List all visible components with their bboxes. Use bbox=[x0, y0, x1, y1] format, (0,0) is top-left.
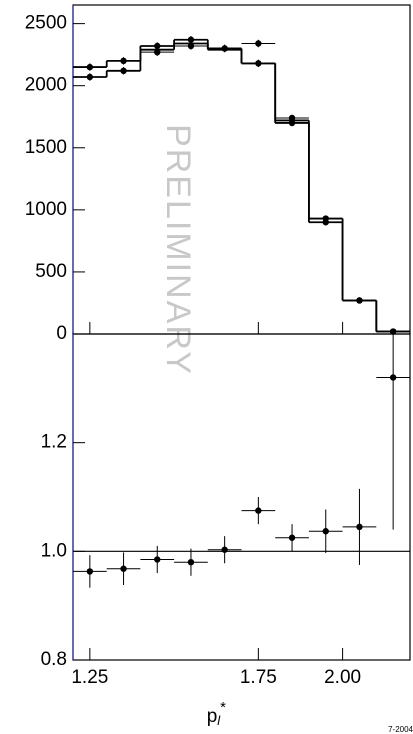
watermark: PRELIMINARY bbox=[159, 124, 197, 376]
data-point bbox=[221, 45, 228, 52]
x-tick-label: 1.25 bbox=[71, 667, 108, 688]
x-tick-label: 1.75 bbox=[240, 667, 277, 688]
x-label-sup: * bbox=[220, 699, 226, 716]
x-label-base: p bbox=[207, 706, 218, 727]
data-point bbox=[255, 507, 262, 514]
x-label-sub: l bbox=[217, 713, 221, 728]
y-tick-label: 2500 bbox=[25, 13, 67, 34]
data-point bbox=[322, 528, 329, 535]
x-axis-label: pl* bbox=[207, 699, 226, 728]
y-tick-label: 2000 bbox=[25, 75, 67, 96]
data-point bbox=[356, 523, 363, 531]
y-tick-label: 1.0 bbox=[41, 540, 67, 561]
data-point bbox=[221, 546, 228, 553]
x-tick-label: 2.00 bbox=[324, 667, 361, 688]
data-point bbox=[288, 114, 296, 122]
data-point bbox=[356, 297, 363, 304]
data-point bbox=[187, 42, 195, 50]
data-point bbox=[255, 60, 262, 67]
data-point bbox=[154, 556, 161, 563]
y-tick-label: 0 bbox=[56, 323, 67, 344]
y-tick-label: 1.2 bbox=[41, 432, 67, 453]
data-point bbox=[389, 328, 397, 335]
data-point bbox=[187, 559, 195, 566]
y-tick-label: 500 bbox=[35, 261, 67, 282]
data-point bbox=[288, 534, 296, 541]
data-point bbox=[154, 48, 161, 56]
data-point bbox=[120, 57, 127, 65]
data-point bbox=[86, 568, 94, 575]
data-point bbox=[322, 219, 329, 226]
y-tick-label: 1000 bbox=[25, 199, 67, 220]
data-point bbox=[154, 42, 161, 50]
note: 7-2004 bbox=[388, 725, 413, 734]
y-tick-label: 1500 bbox=[25, 137, 67, 158]
data-point bbox=[255, 40, 262, 47]
y-tick-label: 0.8 bbox=[41, 649, 67, 670]
data-point bbox=[120, 67, 127, 75]
data-point bbox=[86, 63, 94, 71]
data-point bbox=[86, 73, 94, 81]
data-point bbox=[187, 36, 195, 43]
data-point bbox=[288, 119, 296, 127]
data-point bbox=[120, 565, 127, 572]
data-point bbox=[389, 374, 397, 381]
